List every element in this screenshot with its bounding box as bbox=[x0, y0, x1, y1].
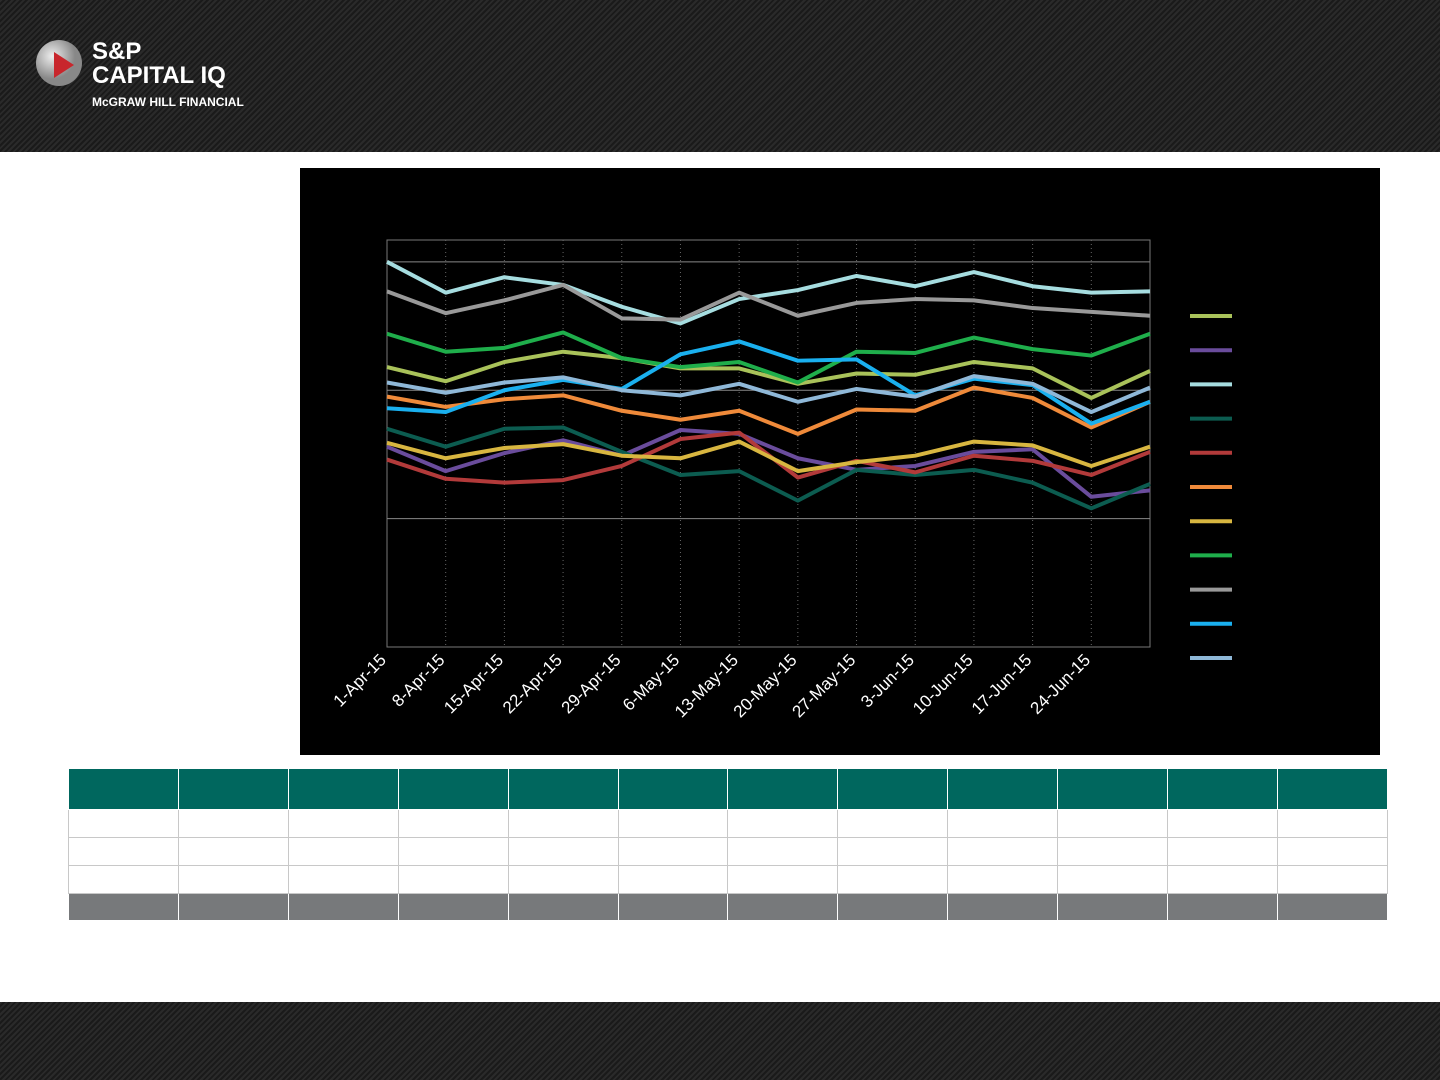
chart-panel: 1-Apr-15 8-Apr-15 15-Apr-15 22-Apr-15 29-Apr… bbox=[300, 168, 1380, 760]
series-line bbox=[386, 260, 1151, 326]
series-line bbox=[386, 428, 1151, 499]
series-line bbox=[386, 330, 1151, 385]
series-line bbox=[386, 282, 1151, 322]
data-table bbox=[68, 768, 1389, 921]
header-bar: S&P CAPITAL IQ McGRAW HILL FINANCIAL bbox=[0, 0, 1440, 152]
series-line bbox=[386, 425, 1151, 511]
logo-parent: McGRAW HILL FINANCIAL bbox=[92, 95, 244, 109]
chart: 1-Apr-158-Apr-1515-Apr-1522-Apr-1529-Apr… bbox=[300, 168, 1380, 755]
series-line bbox=[386, 374, 1151, 415]
series-line bbox=[386, 385, 1151, 436]
logo-icon bbox=[36, 40, 82, 86]
logo-product: CAPITAL IQ bbox=[92, 62, 226, 89]
series-line bbox=[386, 439, 1151, 474]
series-line bbox=[386, 349, 1151, 400]
logo-brand: S&P bbox=[92, 38, 142, 65]
footer-bar bbox=[0, 1002, 1440, 1080]
